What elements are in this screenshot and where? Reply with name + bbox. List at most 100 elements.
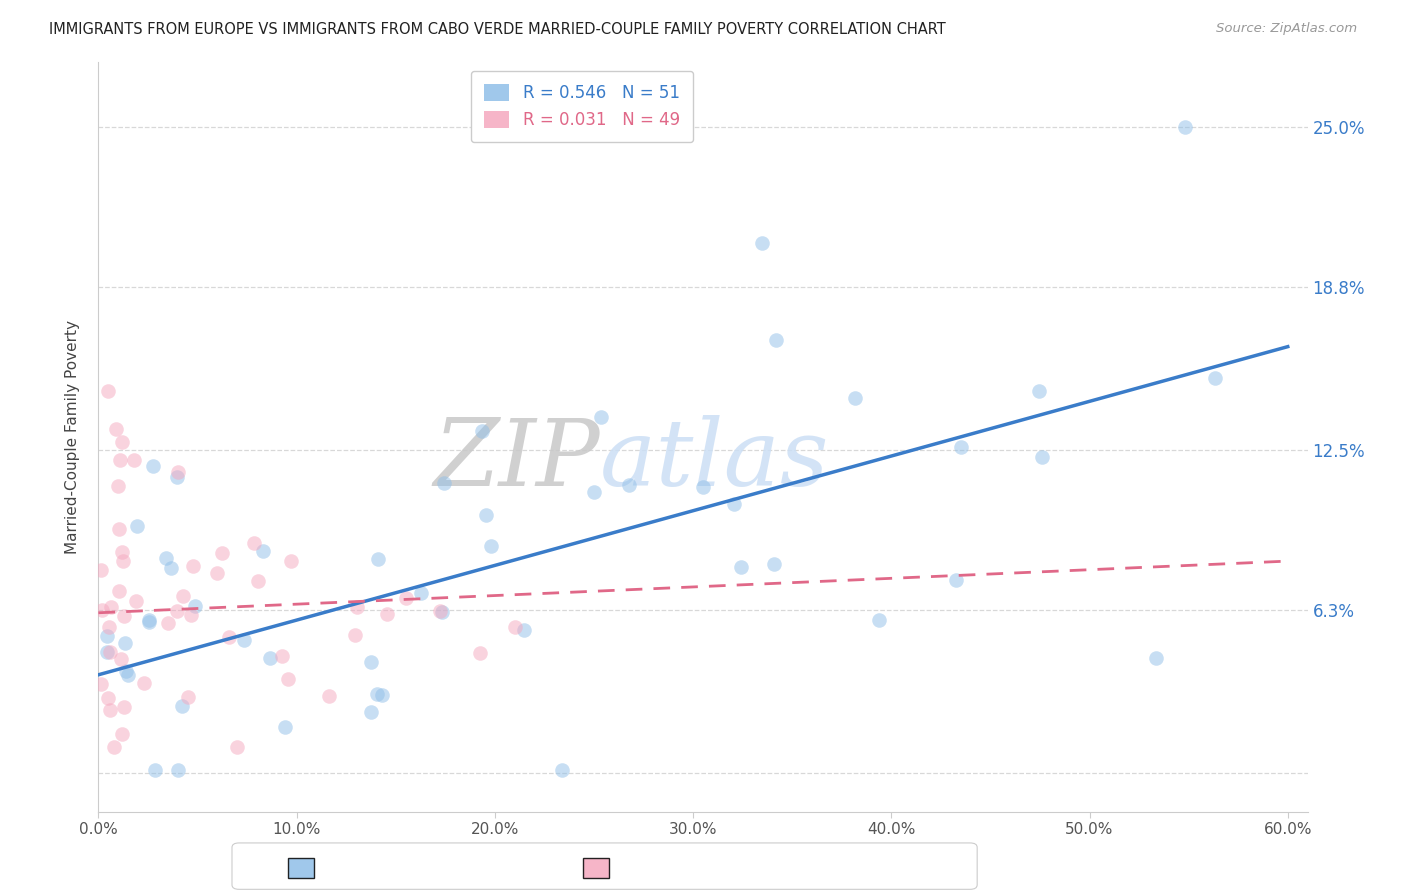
Point (184, 599, 207, 614)
Point (105, 422, 128, 436)
Point (114, 636, 136, 650)
Point (111, 727, 134, 741)
Point (91, 603, 114, 617)
Point (1144, 651, 1167, 665)
Point (115, 664, 138, 678)
Point (1031, 450, 1053, 464)
Point (723, 497, 745, 511)
Point (98, 645, 121, 659)
Point (172, 699, 194, 714)
Point (247, 574, 270, 588)
Point (945, 573, 967, 587)
Point (159, 561, 181, 575)
Point (360, 655, 382, 669)
Point (692, 480, 714, 494)
Point (394, 591, 416, 605)
Point (277, 672, 299, 686)
Point (949, 441, 972, 455)
Point (112, 699, 135, 714)
Point (243, 536, 266, 550)
Point (100, 599, 122, 614)
Text: Immigrants from Cabo Verde: Immigrants from Cabo Verde (616, 861, 837, 875)
Point (112, 608, 135, 623)
Point (429, 604, 451, 618)
Point (1174, 120, 1197, 134)
Point (108, 522, 131, 536)
Point (117, 668, 139, 682)
Point (97, 620, 120, 634)
Point (346, 599, 368, 614)
Point (138, 613, 160, 627)
Point (411, 586, 433, 600)
Point (96, 645, 118, 659)
Point (142, 459, 165, 474)
Point (318, 689, 340, 703)
Point (371, 688, 394, 702)
Point (96, 629, 118, 643)
Text: atlas: atlas (600, 415, 830, 505)
Point (762, 558, 785, 572)
Point (166, 470, 188, 484)
Point (108, 584, 131, 599)
Point (470, 646, 492, 660)
Point (112, 553, 135, 567)
Point (111, 544, 134, 558)
Point (226, 740, 249, 755)
Point (167, 764, 190, 778)
Point (90, 677, 112, 691)
Point (132, 676, 155, 690)
Point (127, 518, 149, 533)
Point (360, 706, 382, 720)
Point (138, 615, 160, 629)
Text: IMMIGRANTS FROM EUROPE VS IMMIGRANTS FROM CABO VERDE MARRIED-COUPLE FAMILY POVER: IMMIGRANTS FROM EUROPE VS IMMIGRANTS FRO… (49, 22, 946, 37)
Point (475, 508, 498, 522)
Point (751, 236, 773, 251)
Point (259, 651, 281, 665)
Point (98, 703, 121, 717)
Point (232, 632, 254, 647)
Point (730, 560, 752, 574)
Point (211, 546, 233, 560)
Point (1204, 371, 1226, 385)
Point (143, 764, 166, 778)
Point (176, 690, 198, 704)
Point (591, 410, 613, 425)
Point (503, 620, 526, 634)
Point (551, 764, 574, 778)
Point (252, 544, 274, 558)
Point (375, 607, 398, 621)
Point (343, 628, 366, 642)
Point (765, 333, 787, 347)
Text: ZIP: ZIP (433, 415, 600, 505)
Point (96, 691, 118, 706)
Legend: R = 0.546   N = 51, R = 0.031   N = 49: R = 0.546 N = 51, R = 0.031 N = 49 (471, 70, 693, 142)
Point (183, 558, 205, 573)
Point (280, 554, 302, 568)
Point (110, 453, 132, 467)
Point (155, 551, 177, 566)
Point (157, 616, 180, 631)
Point (111, 435, 134, 450)
Text: Source: ZipAtlas.com: Source: ZipAtlas.com (1216, 22, 1357, 36)
Y-axis label: Married-Couple Family Poverty: Married-Couple Family Poverty (65, 320, 80, 554)
Point (172, 590, 194, 604)
Point (270, 649, 292, 664)
Point (180, 607, 202, 622)
Point (433, 476, 456, 491)
Point (430, 606, 453, 620)
Point (107, 479, 129, 493)
Point (1028, 384, 1050, 398)
Point (367, 551, 389, 566)
Point (97, 384, 120, 398)
Point (844, 391, 866, 405)
Point (274, 720, 297, 734)
Point (166, 604, 188, 618)
Point (166, 465, 188, 479)
Point (479, 539, 502, 553)
Point (90, 563, 112, 577)
Point (103, 740, 125, 755)
Point (868, 613, 890, 627)
Point (512, 623, 534, 637)
Text: Immigrants from Europe: Immigrants from Europe (321, 861, 508, 875)
Point (124, 594, 146, 608)
